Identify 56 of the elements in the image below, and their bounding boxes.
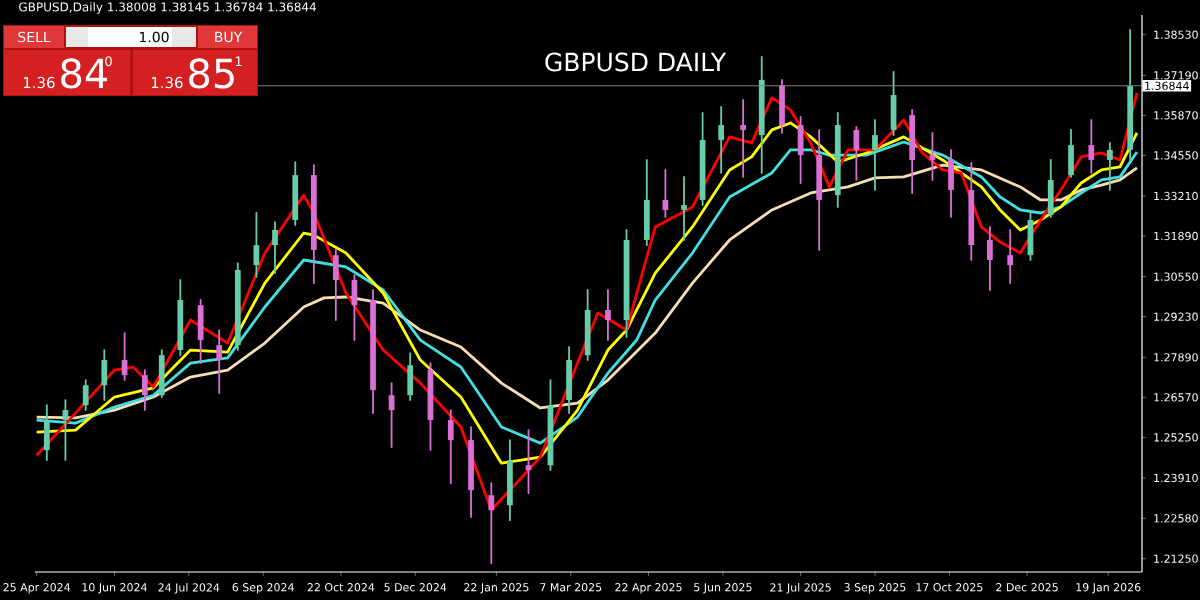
annotation: 1.00 (139, 31, 169, 43)
annotation: 84 (61, 58, 108, 89)
y-tick-label: 1.30550 (1154, 272, 1198, 281)
x-tick-label: 3 Sep 2025 (844, 583, 906, 594)
candlestick (1007, 229, 1014, 284)
y-tick-label: 1.22580 (1154, 514, 1198, 523)
x-tick-label: 21 Jul 2025 (770, 583, 831, 594)
candlestick (447, 409, 454, 485)
y-tick-label: 1.37190 (1154, 71, 1198, 80)
text: GBPUSD DAILY (545, 52, 727, 72)
y-tick-label: 1.33210 (1154, 191, 1198, 201)
ref-line-label: 1.36844 (1145, 81, 1189, 90)
x-tick-label: 17 Oct 2025 (916, 583, 983, 592)
x-tick-label: 22 Jan 2025 (464, 583, 529, 594)
annotation: SELL (18, 31, 51, 43)
y-tick-label: 1.26570 (1154, 393, 1198, 402)
candlestick (488, 482, 495, 565)
annotation: 1.36 (151, 76, 183, 89)
y-tick-label: 1.35870 (1154, 111, 1198, 120)
annotation: 1 (235, 56, 242, 66)
x-tick-label: 19 Jan 2026 (1076, 583, 1141, 594)
candlestick (740, 99, 747, 178)
annotation: 0 (105, 56, 112, 67)
candlestick (141, 369, 148, 411)
annotation: BUY (215, 31, 243, 43)
x-tick-label: 24 Jul 2024 (158, 583, 220, 594)
candlestick (272, 221, 278, 274)
candlestick (82, 379, 89, 411)
y-tick-label: 1.21250 (1154, 554, 1198, 563)
candlestick (1107, 142, 1113, 191)
x-tick-label: 25 Apr 2024 (3, 583, 71, 594)
x-tick-label: 7 Mar 2025 (540, 583, 602, 592)
y-tick-label: 1.31890 (1154, 231, 1198, 241)
candlestick (681, 176, 687, 241)
x-tick-label: 5 Jun 2025 (694, 583, 752, 594)
x-tick-label: 6 Sep 2024 (232, 583, 294, 594)
x-tick-label: 2 Dec 2025 (996, 583, 1058, 592)
y-tick-label: 1.29230 (1154, 312, 1198, 321)
x-tick-label: 22 Oct 2024 (307, 583, 375, 592)
candlestick (987, 226, 993, 291)
annotation: 1.36 (23, 76, 55, 89)
text: GBPUSD,Daily 1.38008 1.38145 1.36784 1.36844 (19, 2, 317, 14)
candlestick (872, 119, 878, 191)
y-tick-label: 1.23910 (1154, 473, 1198, 483)
candlestick (605, 289, 611, 341)
annotation: 85 (189, 58, 234, 89)
x-tick-label: 5 Dec 2024 (384, 583, 447, 592)
y-tick-label: 1.27890 (1154, 353, 1198, 362)
candlestick (718, 105, 725, 174)
y-tick-label: 1.25250 (1154, 433, 1198, 442)
y-tick-label: 1.38530 (1154, 30, 1198, 39)
x-tick-label: 10 Jun 2024 (82, 583, 147, 594)
y-tick-label: 1.34550 (1154, 151, 1198, 160)
x-tick-label: 22 Apr 2025 (615, 583, 682, 594)
candlestick (1088, 119, 1095, 174)
candlestick (216, 329, 223, 395)
